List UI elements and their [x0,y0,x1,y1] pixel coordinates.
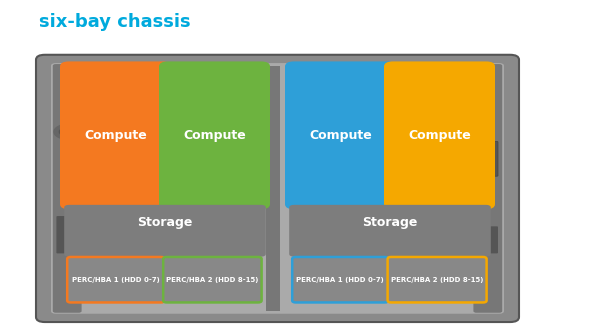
FancyBboxPatch shape [60,61,171,209]
FancyBboxPatch shape [36,55,519,322]
Text: Storage: Storage [362,216,418,229]
Text: PERC/HBA 1 (HDD 0-7): PERC/HBA 1 (HDD 0-7) [72,277,160,283]
FancyBboxPatch shape [163,257,262,302]
FancyBboxPatch shape [51,63,504,314]
FancyBboxPatch shape [473,64,502,313]
FancyBboxPatch shape [266,66,280,311]
FancyBboxPatch shape [64,205,266,257]
FancyBboxPatch shape [67,257,164,302]
Text: six-bay chassis: six-bay chassis [39,13,191,31]
Text: Compute: Compute [309,129,372,142]
Text: Compute: Compute [84,129,147,142]
FancyBboxPatch shape [53,64,82,313]
Text: Storage: Storage [137,216,193,229]
FancyBboxPatch shape [159,61,270,209]
Text: PERC/HBA 1 (HDD 0-7): PERC/HBA 1 (HDD 0-7) [296,277,384,283]
Text: PERC/HBA 2 (HDD 8-15): PERC/HBA 2 (HDD 8-15) [166,277,259,283]
FancyBboxPatch shape [478,226,498,253]
Circle shape [59,127,75,136]
FancyBboxPatch shape [384,61,495,209]
FancyBboxPatch shape [56,216,78,253]
Text: Compute: Compute [408,129,471,142]
Circle shape [54,124,80,139]
Text: Compute: Compute [183,129,246,142]
FancyBboxPatch shape [285,61,396,209]
Text: PERC/HBA 2 (HDD 8-15): PERC/HBA 2 (HDD 8-15) [391,277,483,283]
FancyBboxPatch shape [478,141,498,176]
FancyBboxPatch shape [289,205,491,257]
FancyBboxPatch shape [388,257,487,302]
FancyBboxPatch shape [292,257,388,302]
